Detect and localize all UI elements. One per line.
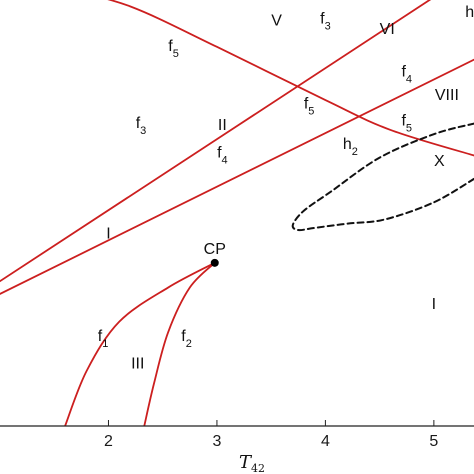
curve-label: f1: [98, 328, 109, 350]
x-tick-label: 2: [104, 433, 113, 450]
curve-label: h2: [343, 136, 358, 158]
region-label: V: [271, 13, 282, 30]
curve-label: f3: [320, 10, 331, 32]
curve-label: f2: [181, 328, 192, 350]
x-tick-label: 5: [429, 433, 438, 450]
region-label: I: [106, 226, 110, 243]
curves-layer: [0, 0, 474, 426]
curve-label: h: [465, 4, 474, 21]
curve-label: f5: [401, 113, 412, 135]
critical-point-label: CP: [204, 241, 226, 258]
curve-label: f5: [304, 96, 315, 118]
curve-h2: [291, 122, 474, 232]
region-label: X: [434, 153, 445, 170]
curve-label: f5: [168, 38, 179, 60]
curve-f1: [64, 261, 216, 426]
critical-point-marker: [210, 258, 219, 267]
marker-layer: CP: [204, 241, 226, 267]
region-label: III: [131, 355, 144, 372]
region-label: VI: [380, 21, 395, 38]
x-axis-label: T42: [239, 452, 265, 474]
curve-f5_upper: [107, 0, 474, 157]
curve-label: f3: [136, 115, 147, 137]
curve-f4: [0, 58, 474, 295]
curve-label: f4: [217, 145, 228, 167]
x-tick-label: 4: [321, 433, 330, 450]
curve-f2: [143, 261, 216, 426]
curve-f3: [0, 0, 432, 283]
x-tick-label: 3: [212, 433, 221, 450]
x-axis: 2 3 4 5: [0, 420, 474, 450]
curve-label: f4: [401, 64, 412, 86]
region-label: I: [432, 296, 436, 313]
region-label: II: [218, 117, 227, 134]
region-label: VIII: [435, 87, 459, 104]
